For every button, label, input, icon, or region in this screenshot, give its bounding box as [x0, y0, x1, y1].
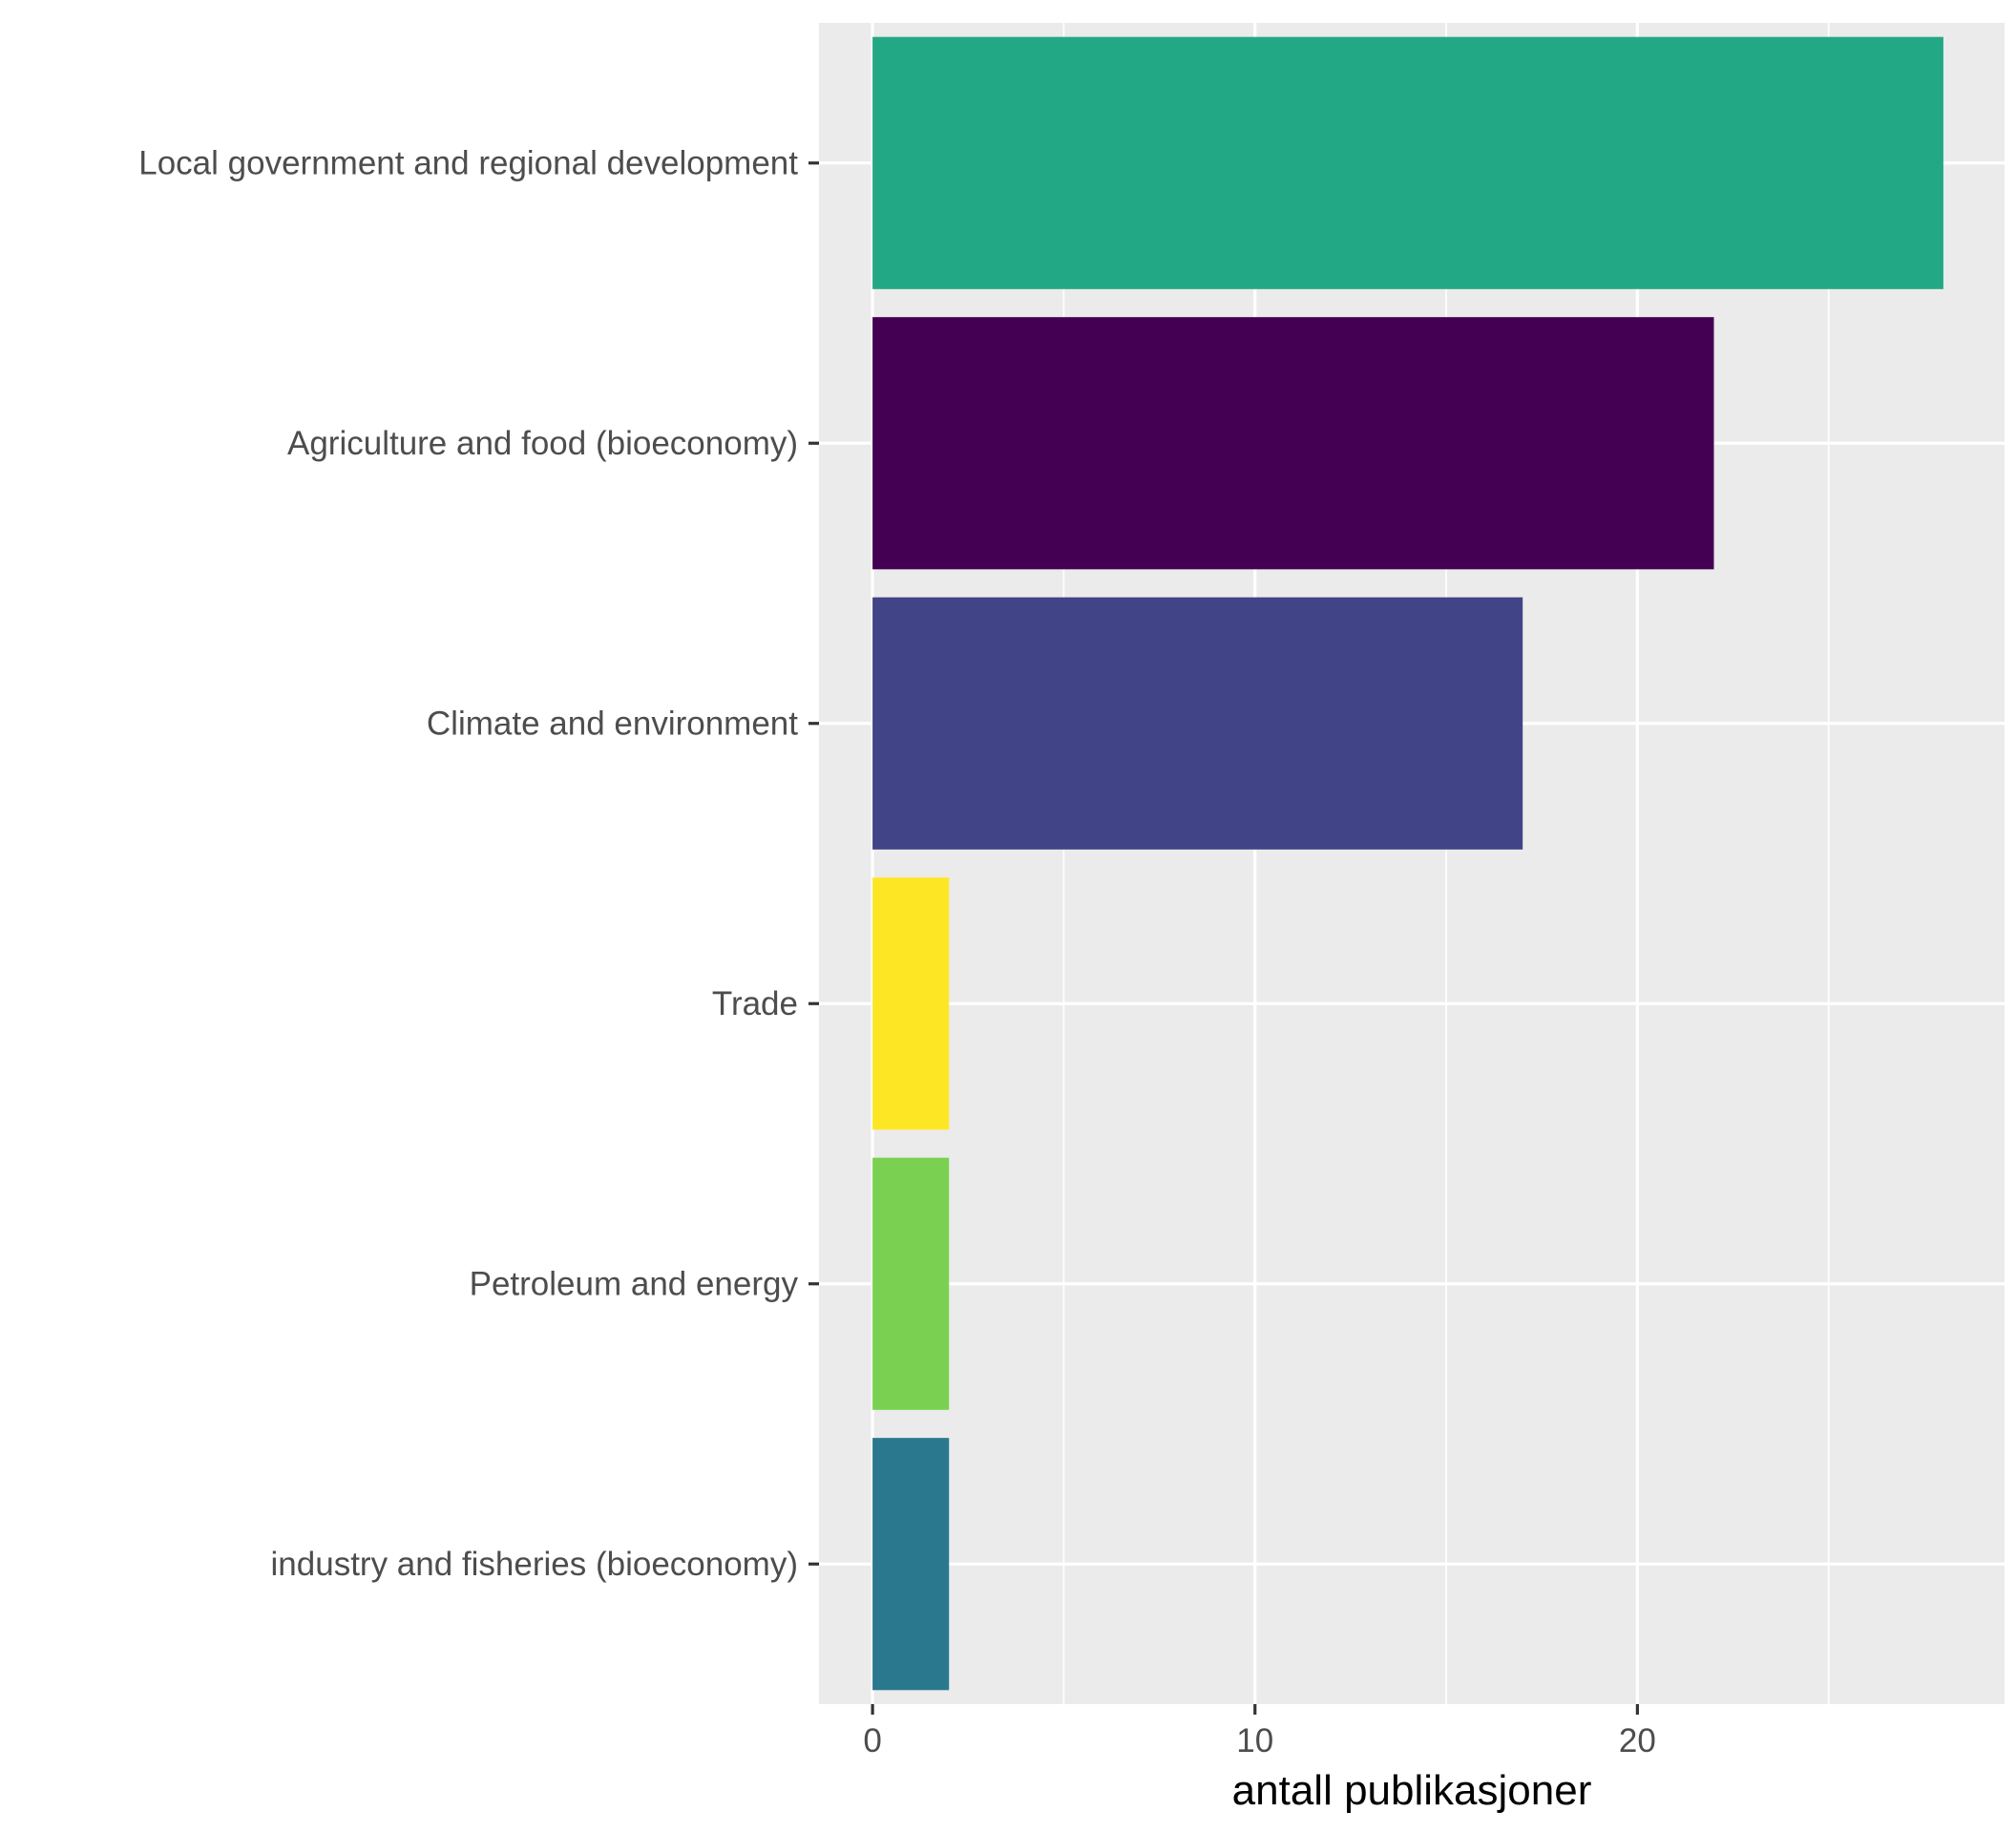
x-tick-label: 10 — [1236, 1722, 1273, 1759]
bar — [872, 1157, 950, 1410]
y-tick-label: Trade — [712, 985, 798, 1022]
bars — [872, 36, 1943, 1691]
plot-panel — [819, 23, 2005, 1704]
y-tick-label: Agriculture and food (bioeconomy) — [287, 425, 798, 462]
bar — [872, 597, 1523, 850]
x-tick-label: 0 — [863, 1722, 881, 1759]
bar — [872, 1438, 950, 1691]
bar — [872, 36, 1943, 289]
y-tick-label: Climate and environment — [427, 705, 798, 742]
x-axis-title: antall publikasjoner — [1232, 1767, 1592, 1814]
y-axis: Local government and regional developmen… — [138, 144, 819, 1583]
bar — [872, 317, 1714, 570]
y-tick-label: Local government and regional developmen… — [138, 144, 798, 181]
bar — [872, 877, 950, 1130]
y-tick-label: Petroleum and energy — [470, 1265, 799, 1302]
x-axis: 0 10 20 — [863, 1704, 1656, 1759]
x-tick-label: 20 — [1619, 1722, 1656, 1759]
y-tick-label: industry and fisheries (bioeconomy) — [271, 1546, 798, 1583]
